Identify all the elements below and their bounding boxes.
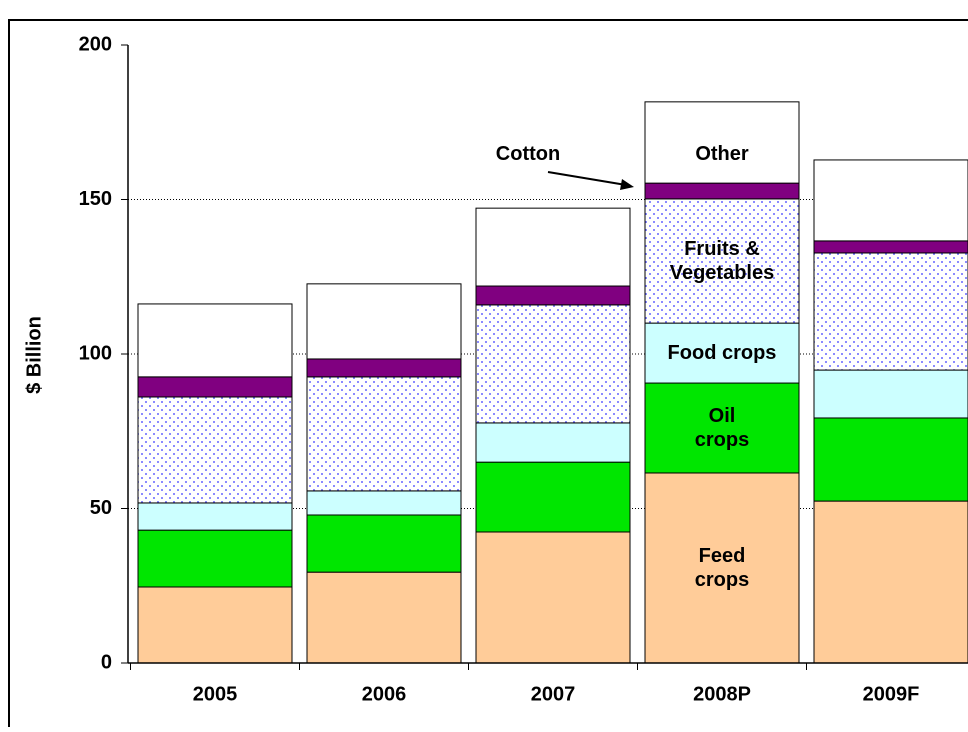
- bar-segment: [137, 396, 293, 504]
- bar-segment: [475, 304, 631, 424]
- bar-segment: [644, 198, 800, 324]
- bar-segment: [475, 461, 631, 533]
- x-tick-label: 2009F: [863, 683, 920, 705]
- bar-segment: [644, 472, 800, 664]
- bar-segment: [137, 586, 293, 664]
- bar-segment: [306, 490, 462, 516]
- legend-label: Cotton: [495, 143, 561, 166]
- arrow-head: [620, 179, 634, 190]
- x-tick-label: 2006: [362, 683, 407, 705]
- y-axis-label: $ Billion: [23, 316, 45, 394]
- legend-label: Other: [695, 143, 749, 166]
- bar-segment: [644, 101, 800, 184]
- y-tick-label: 200: [79, 33, 112, 55]
- bar-segment: [644, 322, 800, 384]
- bar-segment: [306, 514, 462, 573]
- bar-segment: [813, 240, 968, 254]
- y-tick-label: 150: [79, 188, 112, 210]
- bar-segment: [813, 369, 968, 419]
- bar-segment: [137, 376, 293, 398]
- bar-segment: [475, 285, 631, 306]
- bar-segment: [306, 571, 462, 664]
- bar-segment: [306, 376, 462, 492]
- bar-segment: [137, 303, 293, 378]
- y-tick-label: 0: [101, 651, 112, 673]
- bar-segment: [306, 283, 462, 360]
- frame: [8, 19, 968, 732]
- legend-label: Oil crops: [694, 405, 750, 451]
- legend-label: Fruits & Vegetables: [669, 237, 775, 284]
- bar-segment: [475, 422, 631, 463]
- bar-segment: [813, 252, 968, 371]
- bar-segment: [813, 500, 968, 664]
- legend-label: Food crops: [667, 342, 777, 365]
- legend-label: Feed crops: [694, 544, 750, 591]
- arrow: [547, 171, 627, 186]
- x-tick-label: 2007: [531, 683, 576, 705]
- x-tick-label: 2008P: [693, 683, 751, 705]
- bar-segment: [475, 531, 631, 664]
- bar-segment: [813, 417, 968, 502]
- y-tick-label: 50: [90, 497, 112, 519]
- bar-segment: [475, 207, 631, 287]
- bar-segment: [813, 159, 968, 242]
- bar-segment: [644, 382, 800, 474]
- x-tick-label: 2005: [193, 683, 238, 705]
- y-tick-label: 100: [79, 342, 112, 364]
- bar-segment: [306, 358, 462, 378]
- bar-segment: [137, 529, 293, 588]
- bar-segment: [137, 502, 293, 531]
- bar-segment: [644, 182, 800, 200]
